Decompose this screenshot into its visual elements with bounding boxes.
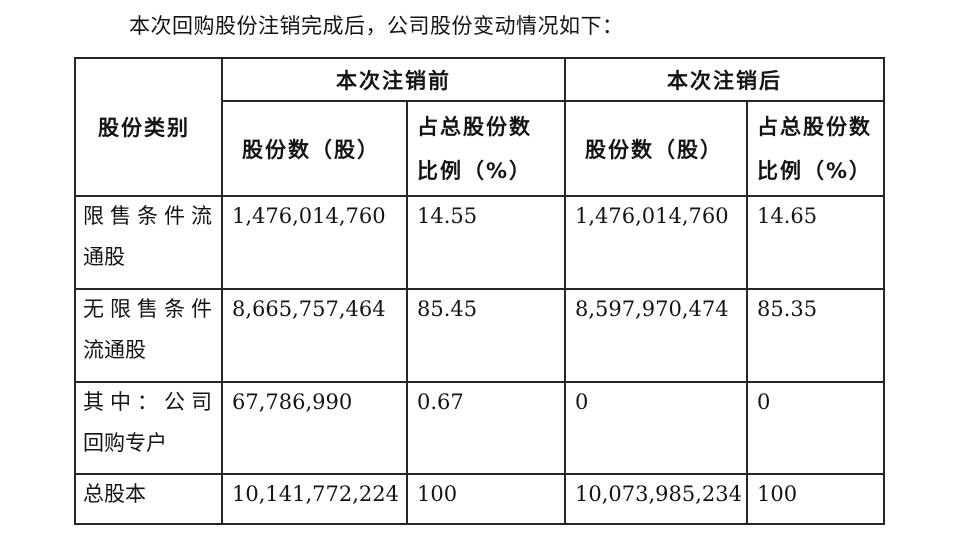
- category-line: 通股: [83, 245, 125, 269]
- category-line: 回购专户: [83, 431, 167, 455]
- after-shares-cell: 8,597,970,474: [564, 288, 748, 383]
- share-change-table: 股份类别 本次注销前 本次注销后 股份数（股） 占总股份数 比例（%） 股份数（…: [74, 57, 885, 525]
- after-percent-cell: 0: [746, 381, 885, 475]
- after-percent-cell: 14.65: [746, 195, 885, 290]
- header-before-cancellation: 本次注销前: [221, 57, 566, 102]
- header-after-cancellation: 本次注销后: [564, 57, 885, 102]
- header-row-groups: 股份类别 本次注销前 本次注销后: [74, 57, 885, 197]
- category-cell: 无限售条件 流通股: [74, 288, 223, 383]
- before-shares-cell: 1,476,014,760: [221, 195, 408, 290]
- category-line: 流通股: [83, 338, 146, 362]
- row-unrestricted-circulating-shares: 无限售条件 流通股 8,665,757,464 85.45 8,597,970,…: [74, 288, 885, 383]
- header-percent-line2: 比例（%）: [757, 158, 873, 183]
- after-shares-cell: 1,476,014,760: [564, 195, 748, 290]
- row-restricted-circulating-shares: 限售条件流 通股 1,476,014,760 14.55 1,476,014,7…: [74, 195, 885, 290]
- header-shares-before: 股份数（股）: [221, 100, 408, 197]
- category-cell: 总股本: [74, 473, 223, 525]
- header-percent-line1: 占总股份数: [757, 114, 872, 139]
- after-shares-cell: 0: [564, 381, 748, 475]
- row-total-share-capital: 总股本 10,141,772,224 100 10,073,985,234 10…: [74, 473, 885, 525]
- page-title: 本次回购股份注销完成后，公司股份变动情况如下：: [129, 14, 624, 38]
- header-share-category: 股份类别: [74, 57, 223, 197]
- category-line: 限售条件流: [83, 204, 212, 228]
- after-shares-cell: 10,073,985,234: [564, 473, 748, 525]
- header-percent-line1: 占总股份数: [417, 114, 532, 139]
- category-cell: 其中：公司 回购专户: [74, 381, 223, 475]
- header-shares-after: 股份数（股）: [564, 100, 748, 197]
- category-line: 其中：公司: [83, 390, 212, 414]
- before-shares-cell: 8,665,757,464: [221, 288, 408, 383]
- header-percent-before: 占总股份数 比例（%）: [406, 100, 566, 197]
- before-percent-cell: 85.45: [406, 288, 566, 383]
- category-line: 总股本: [83, 482, 146, 506]
- before-percent-cell: 14.55: [406, 195, 566, 290]
- row-company-buyback-account: 其中：公司 回购专户 67,786,990 0.67 0 0: [74, 381, 885, 475]
- header-row-columns: 股份数（股） 占总股份数 比例（%） 股份数（股） 占总股份数 比例（%）: [75, 100, 885, 197]
- before-percent-cell: 0.67: [406, 381, 566, 475]
- after-percent-cell: 85.35: [746, 288, 885, 383]
- after-percent-cell: 100: [746, 473, 885, 525]
- before-percent-cell: 100: [406, 473, 566, 525]
- before-shares-cell: 67,786,990: [221, 381, 408, 475]
- header-percent-after: 占总股份数 比例（%）: [746, 100, 885, 197]
- category-cell: 限售条件流 通股: [74, 195, 223, 290]
- category-line: 无限售条件: [83, 297, 212, 321]
- header-percent-line2: 比例（%）: [417, 158, 533, 183]
- before-shares-cell: 10,141,772,224: [221, 473, 408, 525]
